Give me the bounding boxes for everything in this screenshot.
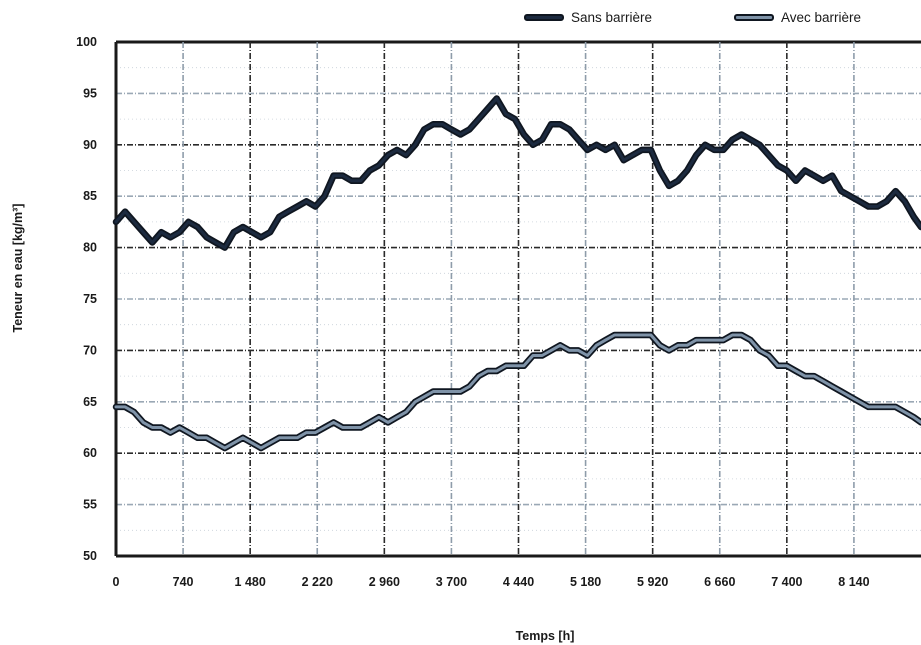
series-lines — [112, 95, 921, 452]
tick-labels: 50 55 60 65 70 75 80 85 90 95 100 0 740 1 480 2 220 2 9… — [76, 35, 869, 589]
y-axis-title: Teneur en eau [kg/m³] — [11, 204, 25, 333]
x-tick-label: 5 920 — [637, 575, 668, 589]
legend-label-sans-barriere: Sans barrière — [571, 10, 652, 25]
x-tick-label: 7 400 — [771, 575, 802, 589]
y-tick-label: 65 — [83, 395, 97, 409]
y-tick-label: 90 — [83, 138, 97, 152]
y-tick-label: 55 — [83, 498, 97, 512]
x-tick-label: 1 480 — [235, 575, 266, 589]
x-tick-label: 5 180 — [570, 575, 601, 589]
x-tick-label: 3 700 — [436, 575, 467, 589]
x-axis-title: Temps [h] — [516, 629, 575, 643]
x-tick-label: 2 960 — [369, 575, 400, 589]
x-tick-label: 8 140 — [838, 575, 869, 589]
y-tick-label: 60 — [83, 446, 97, 460]
legend-item-sans-barriere: Sans barrière — [524, 10, 652, 25]
x-tick-label: 6 660 — [704, 575, 735, 589]
x-tick-label: 0 — [113, 575, 120, 589]
y-tick-label: 70 — [83, 343, 97, 357]
y-tick-label: 75 — [83, 292, 97, 306]
legend-label-avec-barriere: Avec barrière — [781, 10, 861, 25]
legend-swatch-avec-barriere — [734, 14, 774, 21]
y-tick-label: 95 — [83, 86, 97, 100]
series-line-avec-barriere — [114, 333, 921, 450]
legend-item-avec-barriere: Avec barrière — [734, 10, 861, 25]
legend: Sans barrière Avec barrière — [524, 10, 861, 25]
y-tick-label: 100 — [76, 35, 97, 49]
y-tick-label: 50 — [83, 549, 97, 563]
y-tick-label: 85 — [83, 189, 97, 203]
series-line-sans-barriere — [114, 97, 921, 250]
x-tick-label: 2 220 — [302, 575, 333, 589]
x-tick-label: 740 — [173, 575, 194, 589]
x-tick-label: 4 440 — [503, 575, 534, 589]
legend-swatch-sans-barriere — [524, 14, 564, 21]
y-tick-label: 80 — [83, 241, 97, 255]
